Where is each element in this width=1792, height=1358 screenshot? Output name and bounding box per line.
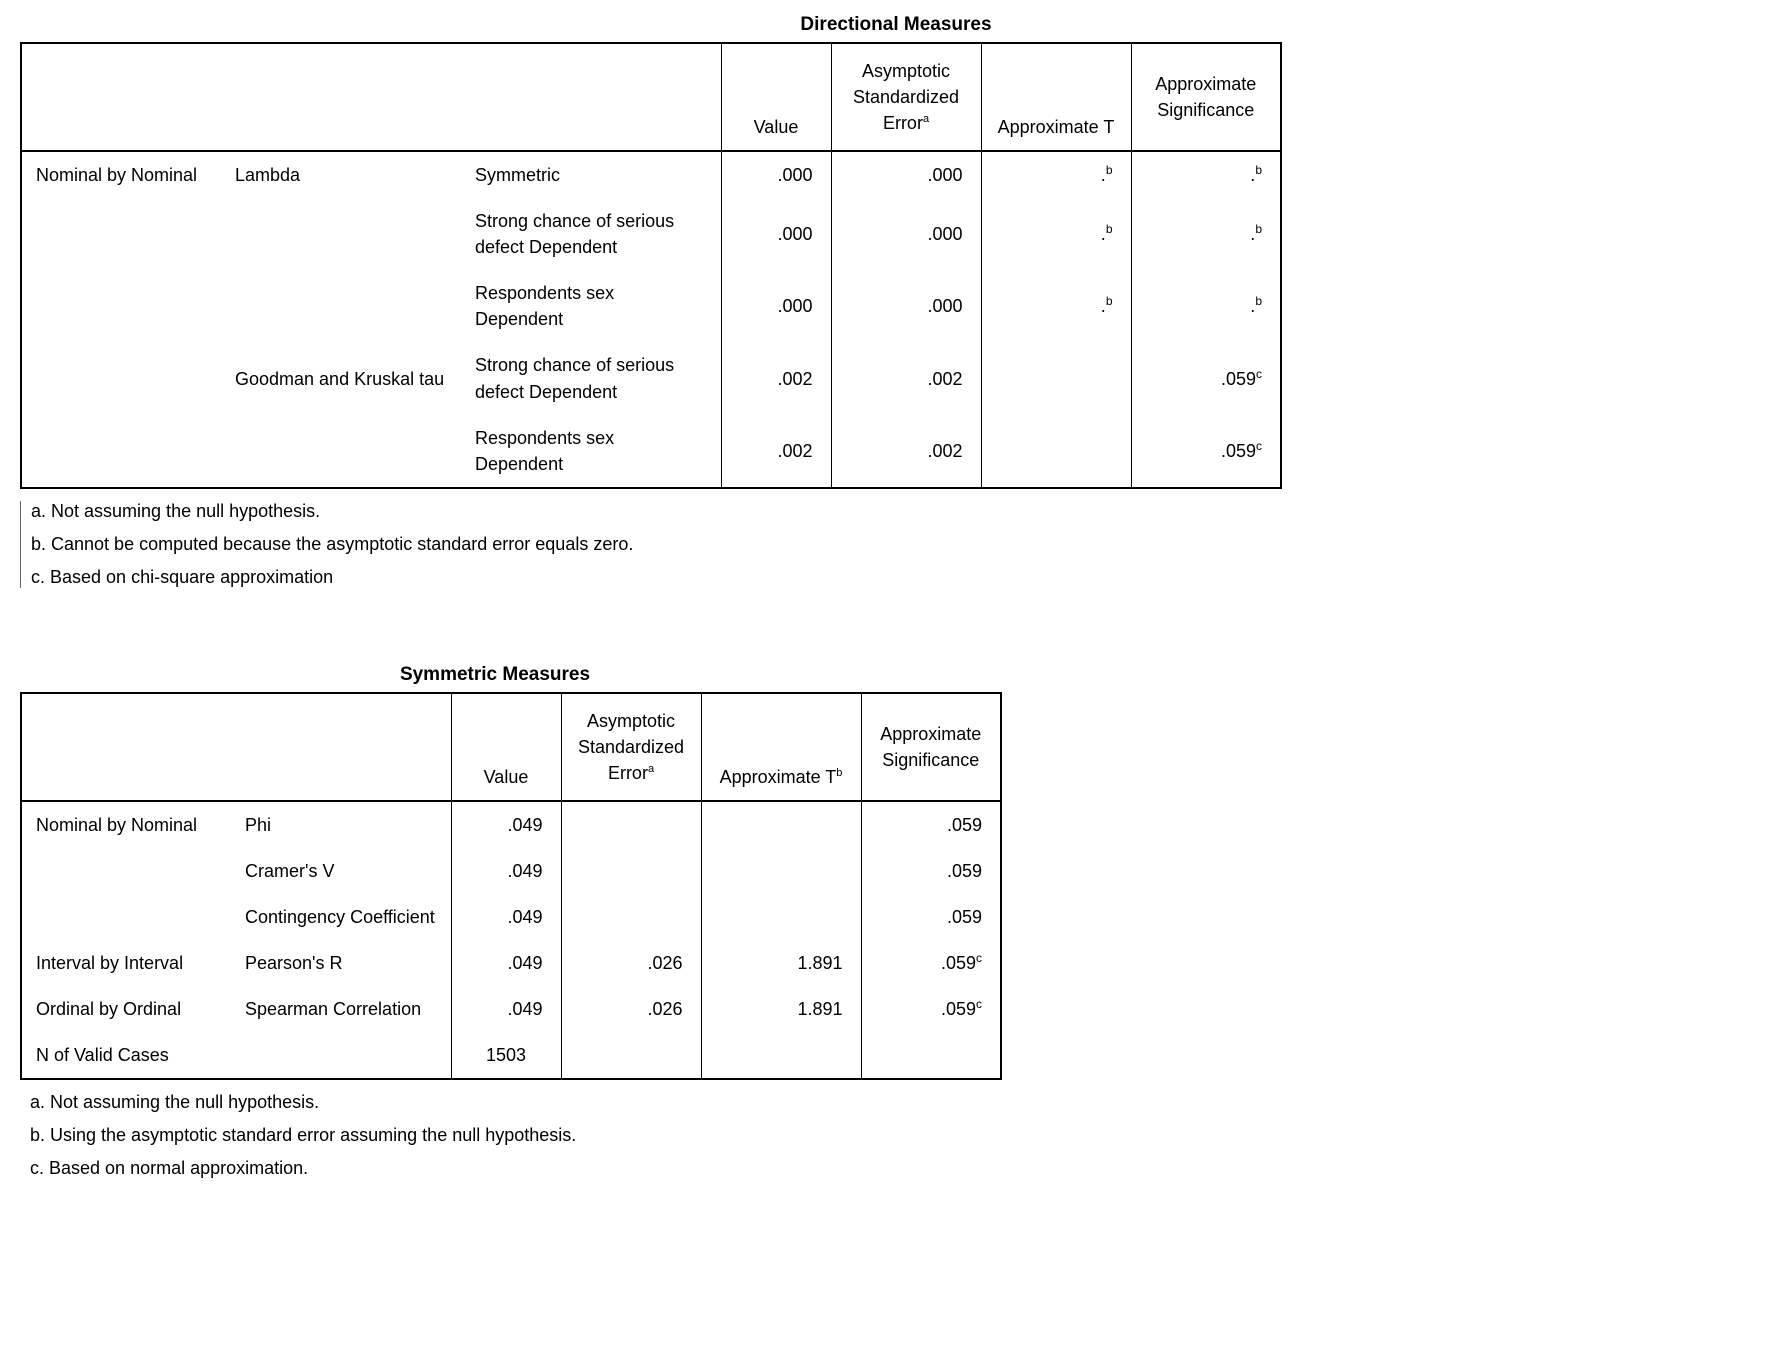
cell-approx-sig-sup: c — [976, 951, 982, 965]
footnote: c. Based on chi-square approximation — [31, 567, 1772, 588]
hdr-ase-sup: a — [648, 763, 654, 775]
cell-approx-sig: .059 — [941, 999, 976, 1019]
symmetric-footnotes: a. Not assuming the null hypothesis. b. … — [20, 1092, 1772, 1179]
cell-type: Respondents sex Dependent — [475, 283, 614, 329]
cell-group: Nominal by Nominal — [36, 815, 197, 835]
cell-approx-sig-sup: c — [976, 997, 982, 1011]
cell-approx-sig: .059 — [1221, 369, 1256, 389]
table-row: Interval by Interval Pearson's R .049 .0… — [21, 940, 1001, 986]
directional-footnotes: a. Not assuming the null hypothesis. b. … — [20, 501, 1772, 588]
footnote: b. Cannot be computed because the asympt… — [31, 534, 1772, 555]
table-row: Ordinal by Ordinal Spearman Correlation … — [21, 986, 1001, 1032]
footnote: c. Based on normal approximation. — [30, 1158, 1772, 1179]
cell-approx-sig: .059 — [947, 907, 982, 927]
table-row: Respondents sex Dependent .002 .002 .059… — [21, 415, 1281, 488]
cell-stat: Lambda — [235, 165, 300, 185]
cell-value: .049 — [507, 861, 542, 881]
cell-value: .002 — [777, 369, 812, 389]
cell-ase: .000 — [927, 165, 962, 185]
cell-value: .002 — [777, 441, 812, 461]
table-row: Cramer's V .049 .059 — [21, 848, 1001, 894]
cell-type: Strong chance of serious defect Dependen… — [475, 355, 674, 401]
cell-approx-sig: .059 — [941, 953, 976, 973]
hdr-approx-sig: Approximate Significance — [1155, 74, 1256, 120]
cell-approx-t: 1.891 — [797, 953, 842, 973]
hdr-approx-sig: Approximate Significance — [880, 724, 981, 770]
directional-table: Value Asymptotic Standardized Errora App… — [20, 42, 1282, 489]
cell-type: Strong chance of serious defect Dependen… — [475, 211, 674, 257]
cell-approx-sig: .059 — [947, 815, 982, 835]
footnote: a. Not assuming the null hypothesis. — [31, 501, 1772, 522]
cell-value: .000 — [777, 296, 812, 316]
cell-approx-t-sup: b — [1106, 294, 1113, 308]
cell-value: .000 — [777, 224, 812, 244]
hdr-value: Value — [754, 117, 799, 137]
table-row: Nominal by Nominal Phi .049 .059 — [21, 801, 1001, 848]
cell-approx-sig: .059 — [1221, 441, 1256, 461]
table-row: Goodman and Kruskal tau Strong chance of… — [21, 342, 1281, 414]
cell-approx-sig: .059 — [947, 861, 982, 881]
hdr-value: Value — [484, 767, 529, 787]
cell-type: Respondents sex Dependent — [475, 428, 614, 474]
cell-stat: Pearson's R — [245, 953, 342, 973]
cell-value: .000 — [777, 165, 812, 185]
table-row: N of Valid Cases 1503 — [21, 1032, 1001, 1079]
cell-approx-sig-sup: b — [1255, 294, 1262, 308]
cell-ase: .000 — [927, 296, 962, 316]
directional-header-row: Value Asymptotic Standardized Errora App… — [21, 43, 1281, 151]
cell-group: Nominal by Nominal — [36, 165, 197, 185]
hdr-approx-t: Approximate T — [998, 117, 1115, 137]
cell-approx-t: 1.891 — [797, 999, 842, 1019]
table-row: Strong chance of serious defect Dependen… — [21, 198, 1281, 270]
cell-stat: Contingency Coefficient — [245, 907, 435, 927]
footnote: b. Using the asymptotic standard error a… — [30, 1125, 1772, 1146]
cell-group: Ordinal by Ordinal — [36, 999, 181, 1019]
table-row: Respondents sex Dependent .000 .000 .b .… — [21, 270, 1281, 342]
cell-ase: .026 — [647, 999, 682, 1019]
hdr-approx-t: Approximate T — [720, 767, 837, 787]
cell-group: N of Valid Cases — [36, 1045, 169, 1065]
table-row: Contingency Coefficient .049 .059 — [21, 894, 1001, 940]
hdr-ase: Asymptotic Standardized Error — [578, 711, 684, 783]
cell-stat: Spearman Correlation — [245, 999, 421, 1019]
cell-value: .049 — [507, 815, 542, 835]
cell-ase: .026 — [647, 953, 682, 973]
cell-stat: Goodman and Kruskal tau — [235, 369, 444, 389]
cell-value: .049 — [507, 907, 542, 927]
cell-approx-sig-sup: c — [1256, 367, 1262, 381]
footnote: a. Not assuming the null hypothesis. — [30, 1092, 1772, 1113]
cell-approx-t-sup: b — [1106, 163, 1113, 177]
cell-approx-t-sup: b — [1106, 222, 1113, 236]
symmetric-table: Value Asymptotic Standardized Errora App… — [20, 692, 1002, 1081]
hdr-ase: Asymptotic Standardized Error — [853, 61, 959, 133]
cell-value: .049 — [507, 953, 542, 973]
symmetric-title: Symmetric Measures — [20, 664, 970, 686]
hdr-ase-sup: a — [923, 113, 929, 125]
cell-ase: .002 — [927, 369, 962, 389]
cell-ase: .000 — [927, 224, 962, 244]
cell-approx-sig-sup: b — [1255, 163, 1262, 177]
cell-value: 1503 — [486, 1045, 526, 1065]
hdr-approx-t-sup: b — [836, 767, 842, 779]
cell-approx-sig-sup: c — [1256, 439, 1262, 453]
table-row: Nominal by Nominal Lambda Symmetric .000… — [21, 151, 1281, 198]
cell-value: .049 — [507, 999, 542, 1019]
page-root: Directional Measures Value Asymptotic St… — [0, 0, 1792, 1231]
cell-group: Interval by Interval — [36, 953, 183, 973]
symmetric-header-row: Value Asymptotic Standardized Errora App… — [21, 693, 1001, 801]
cell-approx-sig-sup: b — [1255, 222, 1262, 236]
cell-type: Symmetric — [475, 165, 560, 185]
directional-title: Directional Measures — [20, 14, 1772, 36]
cell-stat: Phi — [245, 815, 271, 835]
cell-ase: .002 — [927, 441, 962, 461]
cell-stat: Cramer's V — [245, 861, 334, 881]
